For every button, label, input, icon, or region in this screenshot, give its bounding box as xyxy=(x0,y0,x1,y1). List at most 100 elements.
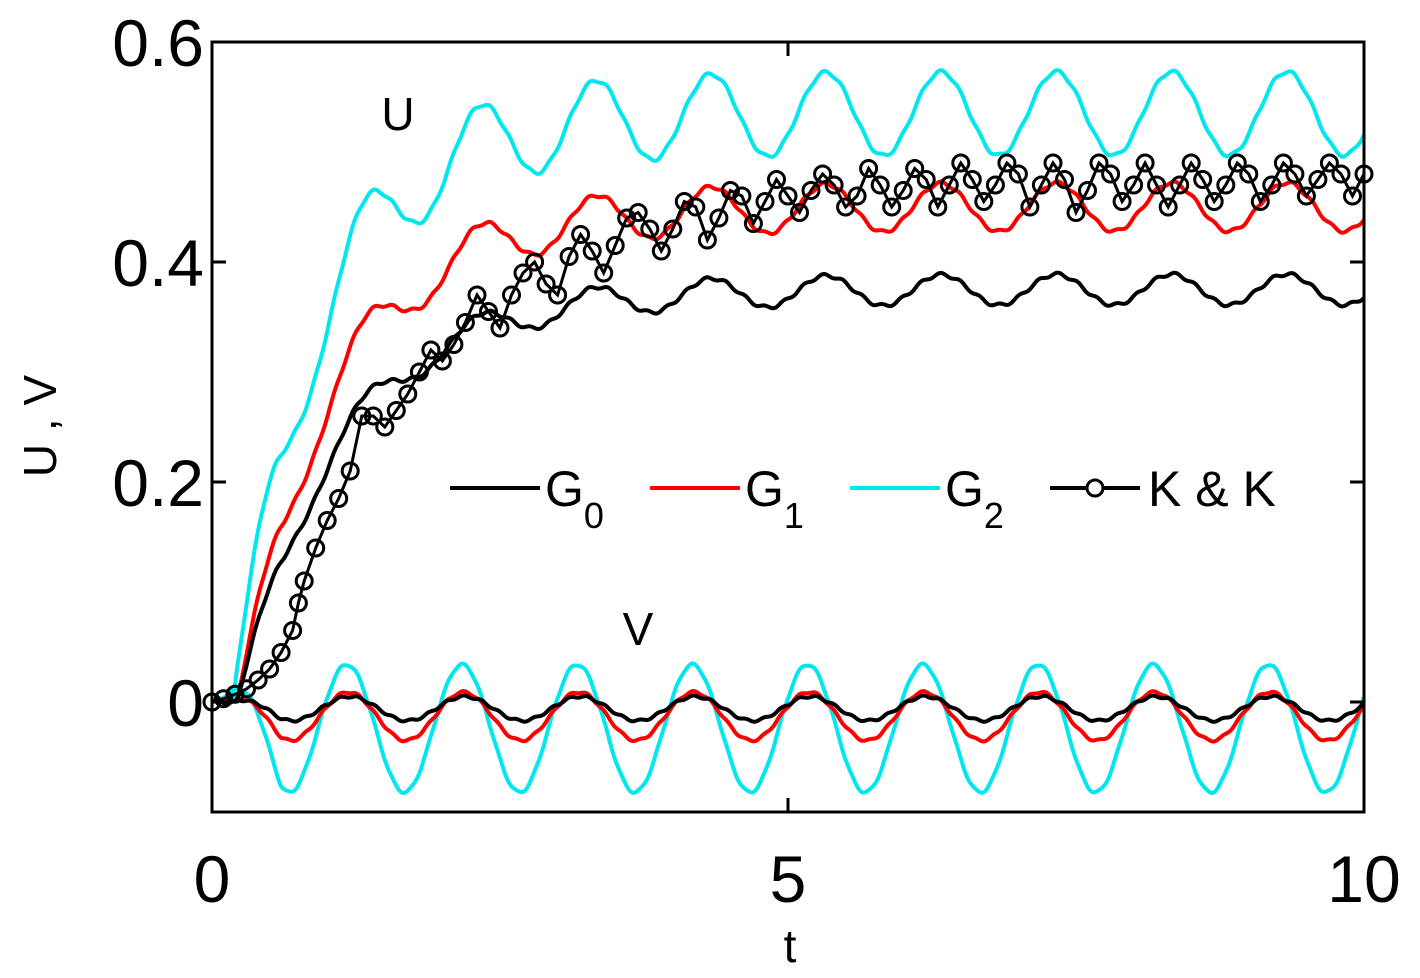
kk-point xyxy=(1135,153,1155,173)
kk-point xyxy=(536,274,556,294)
kk-point xyxy=(767,170,786,189)
kk-point xyxy=(467,285,487,305)
kk-point xyxy=(214,689,233,709)
x-axis-label: t xyxy=(784,920,797,972)
kk-point xyxy=(1066,203,1086,222)
kk-point xyxy=(1112,192,1132,211)
kk-point xyxy=(352,406,372,426)
series-line-u-g0 xyxy=(210,270,1366,706)
kk-point xyxy=(502,285,521,305)
kk-point xyxy=(1308,170,1328,189)
kk-point xyxy=(432,351,452,371)
series-line-v-g0 xyxy=(210,693,1366,724)
series-line-u-g2 xyxy=(210,68,1366,706)
kk-point xyxy=(836,197,856,217)
legend-label-g2: G2 xyxy=(945,461,1004,536)
series-line-kk xyxy=(211,159,1366,704)
kk-point xyxy=(859,159,879,178)
legend: G0 G1 G2 K & K xyxy=(438,455,1328,536)
kk-point xyxy=(1216,175,1236,195)
kk-point xyxy=(697,230,717,250)
kk-point xyxy=(525,252,545,272)
kk-point xyxy=(248,670,268,690)
kk-point xyxy=(1204,192,1224,211)
kk-point xyxy=(686,197,706,217)
y-tick-label-1: 0.2 xyxy=(112,446,204,520)
kk-point xyxy=(1089,153,1109,173)
kk-point xyxy=(329,489,349,508)
kk-point xyxy=(997,153,1017,173)
kk-point xyxy=(974,192,994,211)
kk-point xyxy=(271,643,291,662)
kk-point xyxy=(559,247,579,266)
kk-point xyxy=(801,181,821,200)
legend-background xyxy=(438,455,1328,535)
kk-point xyxy=(1250,192,1270,211)
kk-point xyxy=(1124,175,1144,195)
kk-point xyxy=(1031,175,1051,195)
kk-point xyxy=(928,197,948,217)
kk-point xyxy=(1239,164,1259,184)
y-tick-label-2: 0.4 xyxy=(112,226,204,300)
series-line-v-g2 xyxy=(210,661,1366,795)
kk-point xyxy=(1181,153,1201,173)
kk-point xyxy=(444,335,464,354)
kk-point xyxy=(409,362,429,382)
kk-point xyxy=(628,203,648,222)
kk-point xyxy=(709,208,729,228)
annotation-u: U xyxy=(381,88,414,140)
kk-point xyxy=(1101,164,1121,184)
kk-point xyxy=(1170,175,1190,195)
kk-point xyxy=(743,214,763,233)
kk-point xyxy=(663,219,683,239)
kk-point xyxy=(1078,181,1097,200)
kk-point xyxy=(870,175,890,195)
kk-point xyxy=(916,170,936,189)
y-tick-label-3: 0.6 xyxy=(112,6,204,80)
kk-point xyxy=(1285,164,1305,184)
legend-label-kk: K & K xyxy=(1148,461,1276,517)
kk-point xyxy=(790,203,809,222)
kk-point xyxy=(260,659,280,679)
kk-point xyxy=(939,175,959,195)
kk-point xyxy=(1020,197,1040,217)
x-tick-label-2: 10 xyxy=(1327,842,1400,916)
kk-point xyxy=(421,340,441,360)
x-tick-label-1: 5 xyxy=(770,842,807,916)
kk-point xyxy=(1043,153,1063,173)
kk-point xyxy=(1343,186,1362,206)
kk-point xyxy=(375,417,395,437)
y-axis-label: U , V xyxy=(14,375,66,478)
kk-point xyxy=(755,192,775,211)
kk-point xyxy=(490,318,510,338)
kk-point xyxy=(283,621,303,640)
legend-label-g1: G1 xyxy=(745,461,804,536)
kk-point xyxy=(513,263,533,283)
kk-point xyxy=(640,219,660,239)
kk-point xyxy=(778,186,798,206)
kk-point xyxy=(1262,175,1282,195)
kk-point xyxy=(1158,197,1178,217)
kk-point xyxy=(847,186,867,206)
kk-point xyxy=(455,313,475,332)
kk-point xyxy=(548,285,568,305)
annotation-v: V xyxy=(623,603,654,655)
kk-point xyxy=(582,241,602,261)
kk-point xyxy=(1055,170,1074,189)
kk-point xyxy=(288,593,308,613)
legend-label-g0: G0 xyxy=(545,461,604,536)
kk-point xyxy=(651,241,671,261)
kk-point xyxy=(605,236,625,255)
kk-point xyxy=(294,571,314,591)
kk-point xyxy=(1296,186,1316,206)
kk-point xyxy=(951,153,971,173)
kk-point xyxy=(732,186,752,206)
legend-marker-kk xyxy=(1085,478,1105,498)
kk-point xyxy=(479,302,498,321)
kk-point xyxy=(1147,175,1167,195)
kk-point xyxy=(306,538,326,558)
kk-point xyxy=(813,164,833,184)
y-tick-label-0: 0 xyxy=(167,666,204,740)
kk-point xyxy=(1193,170,1213,189)
